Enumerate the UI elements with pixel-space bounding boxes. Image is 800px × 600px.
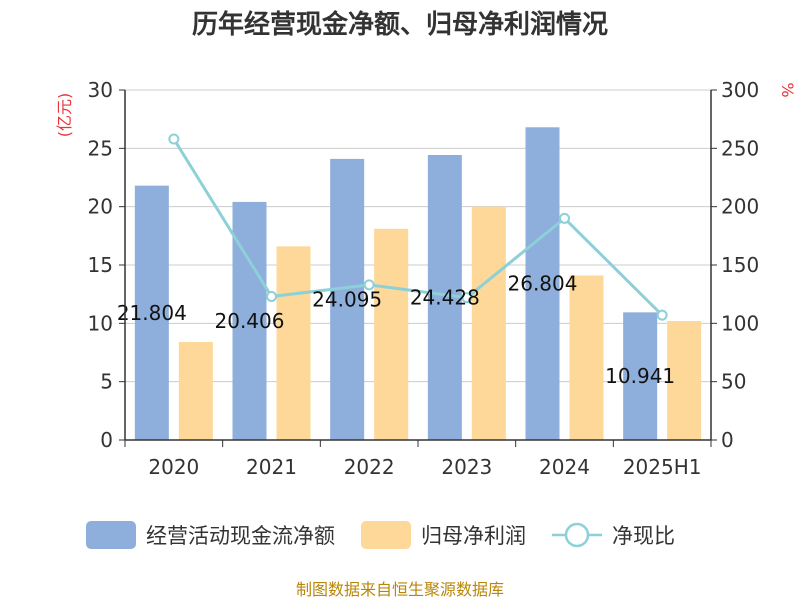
bar-data-label: 10.941 xyxy=(605,364,675,388)
left-tick-label: 20 xyxy=(88,195,113,219)
left-tick-label: 5 xyxy=(100,370,113,394)
bar xyxy=(276,246,311,440)
bar xyxy=(525,127,560,440)
legend-swatch xyxy=(361,521,411,549)
legend-marker xyxy=(564,522,590,548)
bar xyxy=(134,185,169,440)
data-labels-layer: 21.804 20.406 24.095 24.428 26.804 10.941 xyxy=(117,272,675,389)
bar xyxy=(374,228,409,440)
line-point xyxy=(461,292,473,304)
right-axis-unit: % xyxy=(778,82,797,97)
legend-label: 归母净利润 xyxy=(421,524,526,548)
right-tick-label: 250 xyxy=(721,136,759,160)
bar-data-label: 20.406 xyxy=(215,309,285,333)
bar xyxy=(667,321,702,440)
right-tick-label: 0 xyxy=(721,428,734,452)
legend: 经营活动现金流净额 归母净利润 净现比 xyxy=(86,521,675,549)
bar-data-label: 24.428 xyxy=(410,286,480,310)
left-tick-label: 30 xyxy=(88,78,113,102)
left-tick-label: 25 xyxy=(88,136,113,160)
left-tick-label: 15 xyxy=(88,253,113,277)
line-point xyxy=(363,279,375,291)
x-tick-label: 2025H1 xyxy=(623,455,702,479)
line-point xyxy=(559,212,570,224)
bar xyxy=(623,312,658,440)
legend-label: 经营活动现金流净额 xyxy=(146,524,335,548)
left-tick-label: 0 xyxy=(100,428,113,452)
bar-data-label: 21.804 xyxy=(117,301,187,325)
chart-title: 历年经营现金净额、归母净利润情况 xyxy=(192,9,608,40)
bar xyxy=(569,275,604,440)
x-tick-label: 2024 xyxy=(539,455,590,479)
line-point xyxy=(266,291,277,302)
right-tick-label: 200 xyxy=(721,195,759,219)
x-tick-label: 2023 xyxy=(441,455,492,479)
line-point xyxy=(656,309,668,321)
bar-data-label: 24.095 xyxy=(312,287,382,311)
left-axis-unit: (亿元) xyxy=(55,93,74,138)
bar xyxy=(178,342,213,440)
left-tick-label: 10 xyxy=(88,311,113,335)
bar xyxy=(330,158,365,440)
bar xyxy=(471,206,506,440)
right-tick-label: 50 xyxy=(721,370,746,394)
bar-data-label: 26.804 xyxy=(508,272,578,296)
line-series xyxy=(172,138,664,317)
legend-swatch xyxy=(86,521,136,549)
line-point xyxy=(168,133,180,145)
line-layer xyxy=(168,133,668,321)
right-tick-label: 300 xyxy=(721,78,759,102)
bars-layer xyxy=(134,127,702,441)
source-note: 制图数据来自恒生聚源数据库 xyxy=(296,580,504,599)
x-tick-label: 2021 xyxy=(246,455,297,479)
x-tick-label: 2022 xyxy=(344,455,395,479)
x-tick-label: 2020 xyxy=(148,455,199,479)
legend-label: 净现比 xyxy=(612,524,675,548)
right-tick-label: 150 xyxy=(721,253,759,277)
grid-lines xyxy=(125,89,711,383)
right-tick-label: 100 xyxy=(721,311,759,335)
